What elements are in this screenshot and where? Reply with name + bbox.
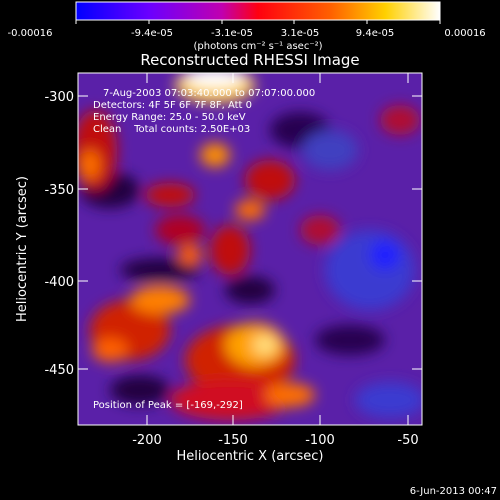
y-tick-label: -350: [44, 183, 74, 198]
plot-frame: [77, 72, 423, 426]
colorbar-tick-label: -0.00016: [8, 28, 53, 39]
x-tick-label: -100: [305, 433, 335, 448]
colorbar-gradient: [75, 1, 441, 21]
x-tick-label: -50: [397, 433, 418, 448]
info-detectors: Detectors: 4F 5F 6F 7F 8F, Att 0: [93, 100, 252, 111]
colorbar-tick-label: 0.00016: [444, 28, 485, 39]
colorbar-ticks: [75, 20, 441, 24]
plot-title: Reconstructed RHESSI Image: [140, 51, 360, 69]
x-tick-label: -150: [218, 433, 248, 448]
y-tick-label: -450: [44, 363, 74, 378]
y-axis-label: Heliocentric Y (arcsec): [15, 176, 30, 322]
colorbar-units-label: (photons cm⁻² s⁻¹ asec⁻²): [193, 41, 322, 52]
info-energy-range: Energy Range: 25.0 - 50.0 keV: [93, 112, 246, 123]
peak-position-label: Position of Peak = [-169,-292]: [93, 400, 243, 411]
y-tick-label: -300: [44, 90, 74, 105]
colorbar-tick-label: -9.4e-05: [131, 28, 173, 39]
x-axis-label: Heliocentric X (arcsec): [177, 449, 324, 464]
info-time-range: 7-Aug-2003 07:03:40.000 to 07:07:00.000: [103, 88, 315, 99]
axis-ticks: [78, 73, 422, 425]
y-tick-label: -400: [44, 275, 74, 290]
footer-timestamp: 6-Jun-2013 00:47: [410, 486, 497, 497]
x-tick-label: -200: [132, 433, 162, 448]
colorbar-tick-label: 3.1e-05: [281, 28, 319, 39]
colorbar-tick-label: -3.1e-05: [211, 28, 253, 39]
info-clean-counts: Clean Total counts: 2.50E+03: [93, 124, 250, 135]
image-map: [78, 73, 422, 425]
colorbar-tick-label: 9.4e-05: [356, 28, 394, 39]
colorbar: -0.00016 -9.4e-05 -3.1e-05 3.1e-05 9.4e-…: [8, 1, 486, 52]
